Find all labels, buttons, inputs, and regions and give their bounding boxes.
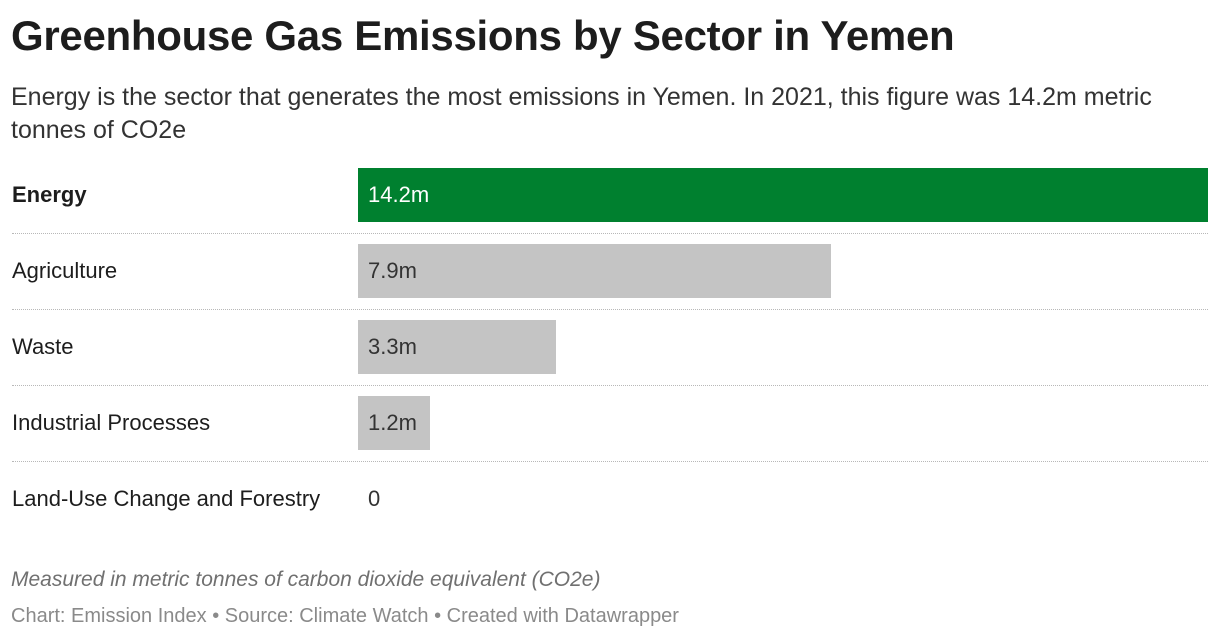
bar-row: Waste 3.3m: [0, 320, 1220, 374]
value-label: 14.2m: [368, 182, 430, 207]
chart-subtitle: Energy is the sector that generates the …: [11, 83, 1152, 144]
bar-row: Agriculture 7.9m: [0, 244, 1220, 298]
bar-row: Land-Use Change and Forestry 0: [0, 472, 1220, 526]
bar-row: Energy 14.2m: [0, 168, 1220, 222]
bar-chart: Energy 14.2m Agriculture 7.9m Waste 3.3m Indus…: [0, 168, 1220, 528]
bar: [358, 168, 1208, 222]
category-label: Waste: [12, 334, 74, 359]
value-label: 7.9m: [368, 258, 417, 283]
chart-footer: Chart: Emission Index • Source: Climate …: [11, 605, 679, 627]
bar: [358, 244, 831, 298]
chart-notes: Measured in metric tonnes of carbon diox…: [11, 568, 601, 591]
category-label: Energy: [12, 182, 87, 207]
bar-row: Industrial Processes 1.2m: [0, 396, 1220, 450]
row-divider: [12, 233, 1208, 234]
bar: [358, 396, 430, 450]
row-divider: [12, 309, 1208, 310]
bar: [358, 320, 556, 374]
value-label: 1.2m: [368, 410, 417, 435]
category-label: Agriculture: [12, 258, 118, 283]
category-label: Industrial Processes: [12, 410, 211, 435]
category-label: Land-Use Change and Forestry: [12, 486, 321, 511]
row-divider: [12, 385, 1208, 386]
value-label: 0: [368, 486, 381, 511]
value-label: 3.3m: [368, 334, 417, 359]
chart-title: Greenhouse Gas Emissions by Sector in Ye…: [11, 12, 955, 59]
row-divider: [12, 461, 1208, 462]
